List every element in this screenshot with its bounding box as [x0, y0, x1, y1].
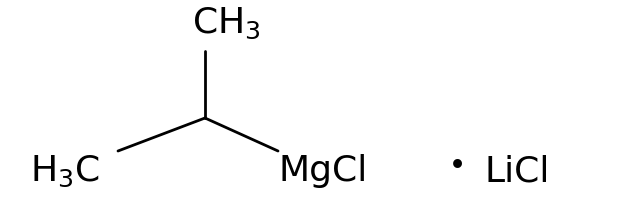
Text: $\bullet$: $\bullet$: [447, 149, 463, 178]
Text: CH$_3$: CH$_3$: [192, 6, 260, 41]
Text: LiCl: LiCl: [485, 154, 550, 188]
Text: MgCl: MgCl: [278, 154, 367, 188]
Text: H$_3$C: H$_3$C: [30, 153, 100, 189]
